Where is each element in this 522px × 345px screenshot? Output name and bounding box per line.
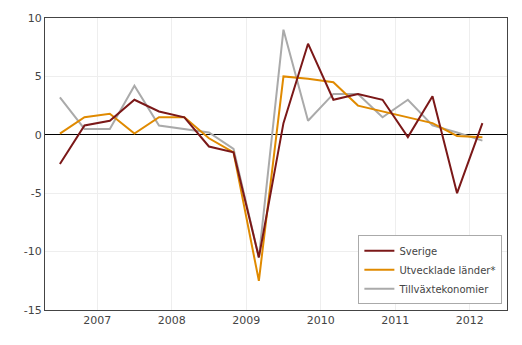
svg-text:-5: -5 <box>31 187 42 200</box>
svg-text:10: 10 <box>28 12 42 25</box>
svg-text:2007: 2007 <box>83 314 111 327</box>
svg-text:2009: 2009 <box>232 314 260 327</box>
svg-text:2008: 2008 <box>158 314 186 327</box>
svg-text:0: 0 <box>35 129 42 142</box>
svg-text:5: 5 <box>35 70 42 83</box>
svg-text:2012: 2012 <box>456 314 484 327</box>
svg-text:-10: -10 <box>24 245 42 258</box>
svg-text:2010: 2010 <box>307 314 335 327</box>
svg-text:Utvecklade länder*: Utvecklade länder* <box>399 265 495 276</box>
svg-text:Tillväxtekonomier: Tillväxtekonomier <box>398 284 489 295</box>
svg-text:Sverige: Sverige <box>399 246 437 257</box>
svg-text:-15: -15 <box>24 304 42 317</box>
svg-text:2011: 2011 <box>381 314 409 327</box>
